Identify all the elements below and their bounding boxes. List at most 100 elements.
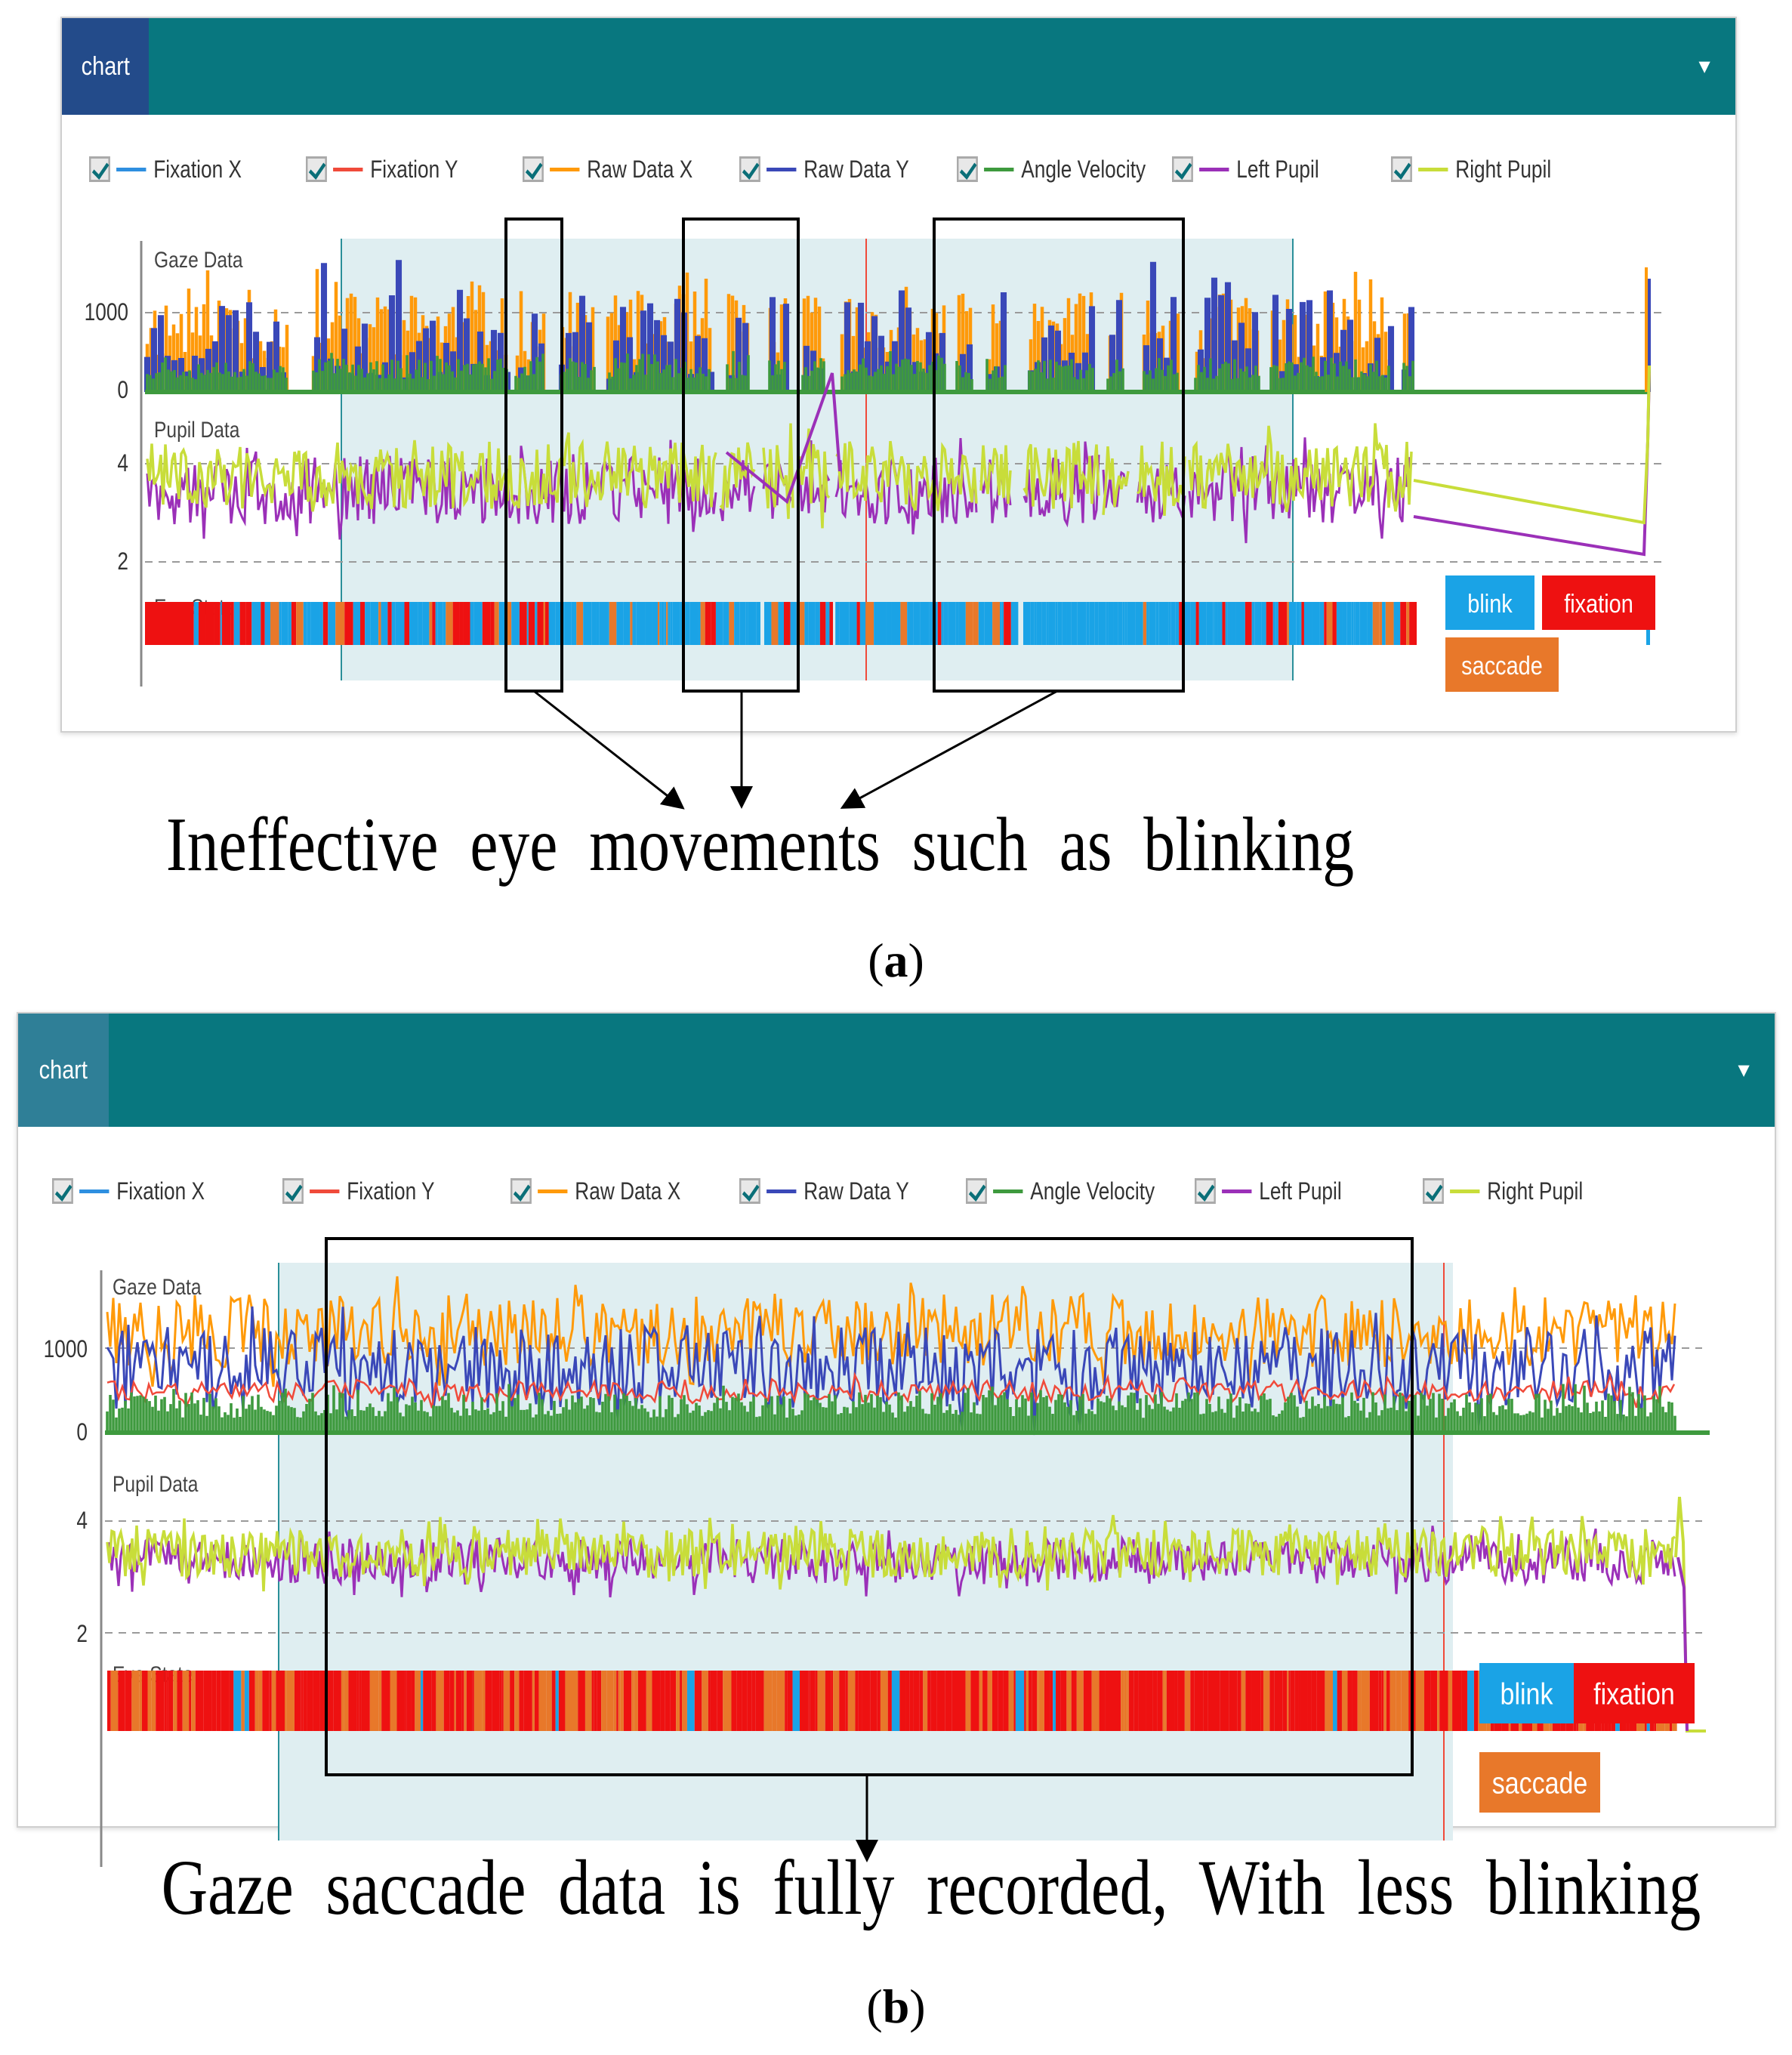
eye-state-segment [657,602,660,645]
checkbox-checked-icon[interactable] [957,156,978,182]
eye-state-segment [485,1671,492,1731]
eye-state-segment [739,602,746,645]
legend-item-left-pupil[interactable]: Left Pupil [1195,1168,1342,1214]
legend-swatch [79,1189,109,1193]
eye-state-segment [370,602,379,645]
eye-state-segment [1127,602,1136,645]
eye-state-segment [359,1671,362,1731]
checkbox-checked-icon[interactable] [89,156,110,182]
legend-item-fixation-x[interactable]: Fixation X [89,147,242,192]
checkbox-checked-icon[interactable] [739,1178,760,1204]
legend-item-left-pupil[interactable]: Left Pupil [1172,147,1319,192]
eye-state-segment [815,602,820,645]
eye-state-segment [276,1671,285,1731]
checkbox-checked-icon[interactable] [282,1178,304,1204]
eye-state-segment [1146,1671,1153,1731]
eye-state-bar-right [1293,602,1417,645]
checkbox-checked-icon[interactable] [1195,1178,1216,1204]
eye-state-segment [1347,1671,1352,1731]
legend-item-right-pupil[interactable]: Right Pupil [1391,147,1551,192]
eye-state-segment [665,1671,671,1731]
eye-state-segment [984,602,993,645]
eye-state-segment [817,1671,825,1731]
eye-state-segment [307,1671,313,1731]
eye-state-segment [1089,602,1095,645]
legend-item-fixation-y[interactable]: Fixation Y [282,1168,434,1214]
eye-state-segment [1288,602,1295,645]
legend-item-angle-velocity[interactable]: Angle Velocity [966,1168,1155,1214]
eye-state-segment [1263,1671,1270,1731]
eye-state-segment [1307,1671,1312,1731]
legend-item-raw-data-x[interactable]: Raw Data X [523,147,692,192]
eye-state-segment [978,602,985,645]
legend-item-raw-data-y[interactable]: Raw Data Y [739,1168,909,1214]
checkbox-checked-icon[interactable] [306,156,327,182]
checkbox-checked-icon[interactable] [966,1178,987,1204]
eye-state-segment [1105,1671,1113,1731]
eye-state-segment [870,1671,877,1731]
eye-state-segment [1290,1671,1295,1731]
dropdown-caret-icon[interactable]: ▼ [1734,1058,1753,1081]
checkbox-checked-icon[interactable] [510,1178,532,1204]
checkbox-checked-icon[interactable] [523,156,544,182]
eye-state-segment [1467,1671,1474,1731]
eye-state-segment [1352,1671,1358,1731]
eye-state-segment [348,1671,357,1731]
checkbox-checked-icon[interactable] [739,156,760,182]
legend-item-angle-velocity[interactable]: Angle Velocity [957,147,1146,192]
eye-state-segment [804,602,809,645]
legend-swatch [766,1189,797,1193]
eye-state-segment [190,602,194,645]
eye-state-segment [630,602,633,645]
legend-item-right-pupil[interactable]: Right Pupil [1423,1168,1583,1214]
eye-state-segment [1351,602,1354,645]
checkbox-checked-icon[interactable] [1423,1178,1444,1204]
eye-state-segment [1175,602,1180,645]
eye-state-segment [796,602,805,645]
badge-blink-label: blink [1467,589,1513,619]
eye-state-segment [1177,1671,1185,1731]
eye-state-segment [1094,602,1099,645]
checkbox-checked-icon[interactable] [52,1178,73,1204]
eye-state-segment [1113,602,1118,645]
legend-item-fixation-y[interactable]: Fixation Y [306,147,458,192]
chart-tab-a[interactable]: chart [62,18,149,115]
dropdown-caret-icon[interactable]: ▼ [1695,54,1714,78]
eye-state-segment [680,1671,683,1731]
eye-state-segment [1184,1671,1191,1731]
eye-state-segment [1071,602,1078,645]
eye-state-segment [1241,1671,1246,1731]
eye-state-segment [1055,602,1058,645]
subfigure-label-a: (a) [868,933,924,987]
eye-state-segment [1300,602,1302,645]
eye-state-segment [1037,1671,1039,1731]
eye-state-segment [763,1671,773,1731]
eye-state-segment [1341,1671,1348,1731]
eye-state-segment [147,1671,152,1731]
chart-tab-b[interactable]: chart [18,1014,109,1127]
eye-state-segment [958,602,966,645]
eye-state-segment [307,602,311,645]
eye-state-segment [930,1671,937,1731]
eye-state-segment [537,602,544,645]
legend-item-raw-data-x[interactable]: Raw Data X [510,1168,680,1214]
checkbox-checked-icon[interactable] [1391,156,1412,182]
eye-state-segment [443,1671,450,1731]
eye-state-segment [1346,602,1352,645]
eye-state-segment [1099,1671,1106,1731]
eye-state-segment [710,1671,717,1731]
gaze-data-label: Gaze Data [154,247,243,273]
chart-tab-b-label: chart [39,1055,88,1085]
checkbox-checked-icon[interactable] [1172,156,1193,182]
eye-state-segment [1333,1671,1337,1731]
legend-item-raw-data-y[interactable]: Raw Data Y [739,147,909,192]
eye-state-segment [301,1671,304,1731]
legend-item-fixation-x[interactable]: Fixation X [52,1168,205,1214]
eye-state-segment [270,602,279,645]
eye-state-segment [271,1671,276,1731]
eye-state-segment [583,602,592,645]
eye-state-segment [1225,602,1228,645]
eye-state-segment [973,602,979,645]
legend-swatch [1418,167,1448,171]
eye-state-segment [1127,1671,1129,1731]
